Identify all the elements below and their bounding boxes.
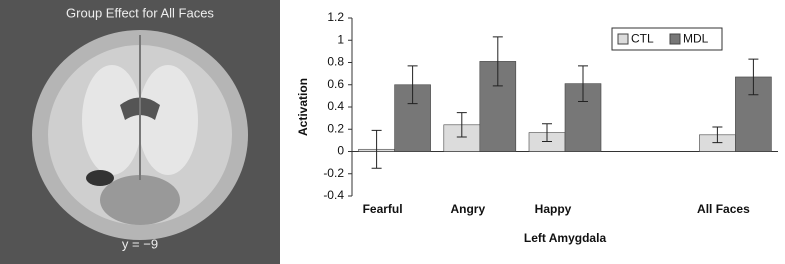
- y-axis-label: Activation: [296, 78, 310, 136]
- y-tick-label: 0.2: [327, 121, 344, 135]
- amygdala-highlight: [86, 170, 114, 186]
- legend-box: [611, 27, 723, 51]
- temporal-region: [100, 175, 180, 225]
- y-tick-label: 0.8: [327, 55, 344, 69]
- white-matter-left: [82, 65, 142, 175]
- legend-label: CTL: [631, 32, 654, 46]
- error-bar: [456, 112, 467, 138]
- y-tick-label: 0.4: [327, 99, 344, 113]
- y-tick-label: 1.2: [327, 10, 344, 24]
- bar: [394, 84, 431, 152]
- image-label: y = −9: [122, 236, 158, 251]
- x-axis-label: Left Amygdala: [524, 231, 607, 245]
- x-tick-label: Happy: [535, 202, 572, 216]
- legend-label: MDL: [683, 32, 709, 46]
- legend-swatch: [669, 33, 681, 45]
- error-bar: [407, 65, 418, 105]
- x-tick-label: Fearful: [363, 202, 403, 216]
- y-tick-label: 1: [337, 32, 344, 46]
- legend-swatch: [617, 33, 629, 45]
- error-bar: [492, 36, 503, 87]
- y-tick-label: -0.4: [323, 188, 344, 202]
- x-tick-label: All Faces: [697, 202, 750, 216]
- error-bar: [371, 129, 382, 169]
- brain-image: Group Effect for All Faces y = −9: [0, 0, 280, 264]
- image-title: Group Effect for All Faces: [66, 5, 214, 20]
- white-matter-right: [138, 65, 198, 175]
- error-bar: [542, 123, 552, 142]
- error-bar: [712, 126, 723, 144]
- error-bar: [748, 58, 759, 96]
- x-tick-label: Angry: [450, 202, 485, 216]
- y-tick-label: -0.2: [323, 166, 344, 180]
- y-tick-label: 0: [337, 144, 344, 158]
- error-bar: [578, 65, 588, 102]
- y-tick-label: 0.6: [327, 77, 344, 91]
